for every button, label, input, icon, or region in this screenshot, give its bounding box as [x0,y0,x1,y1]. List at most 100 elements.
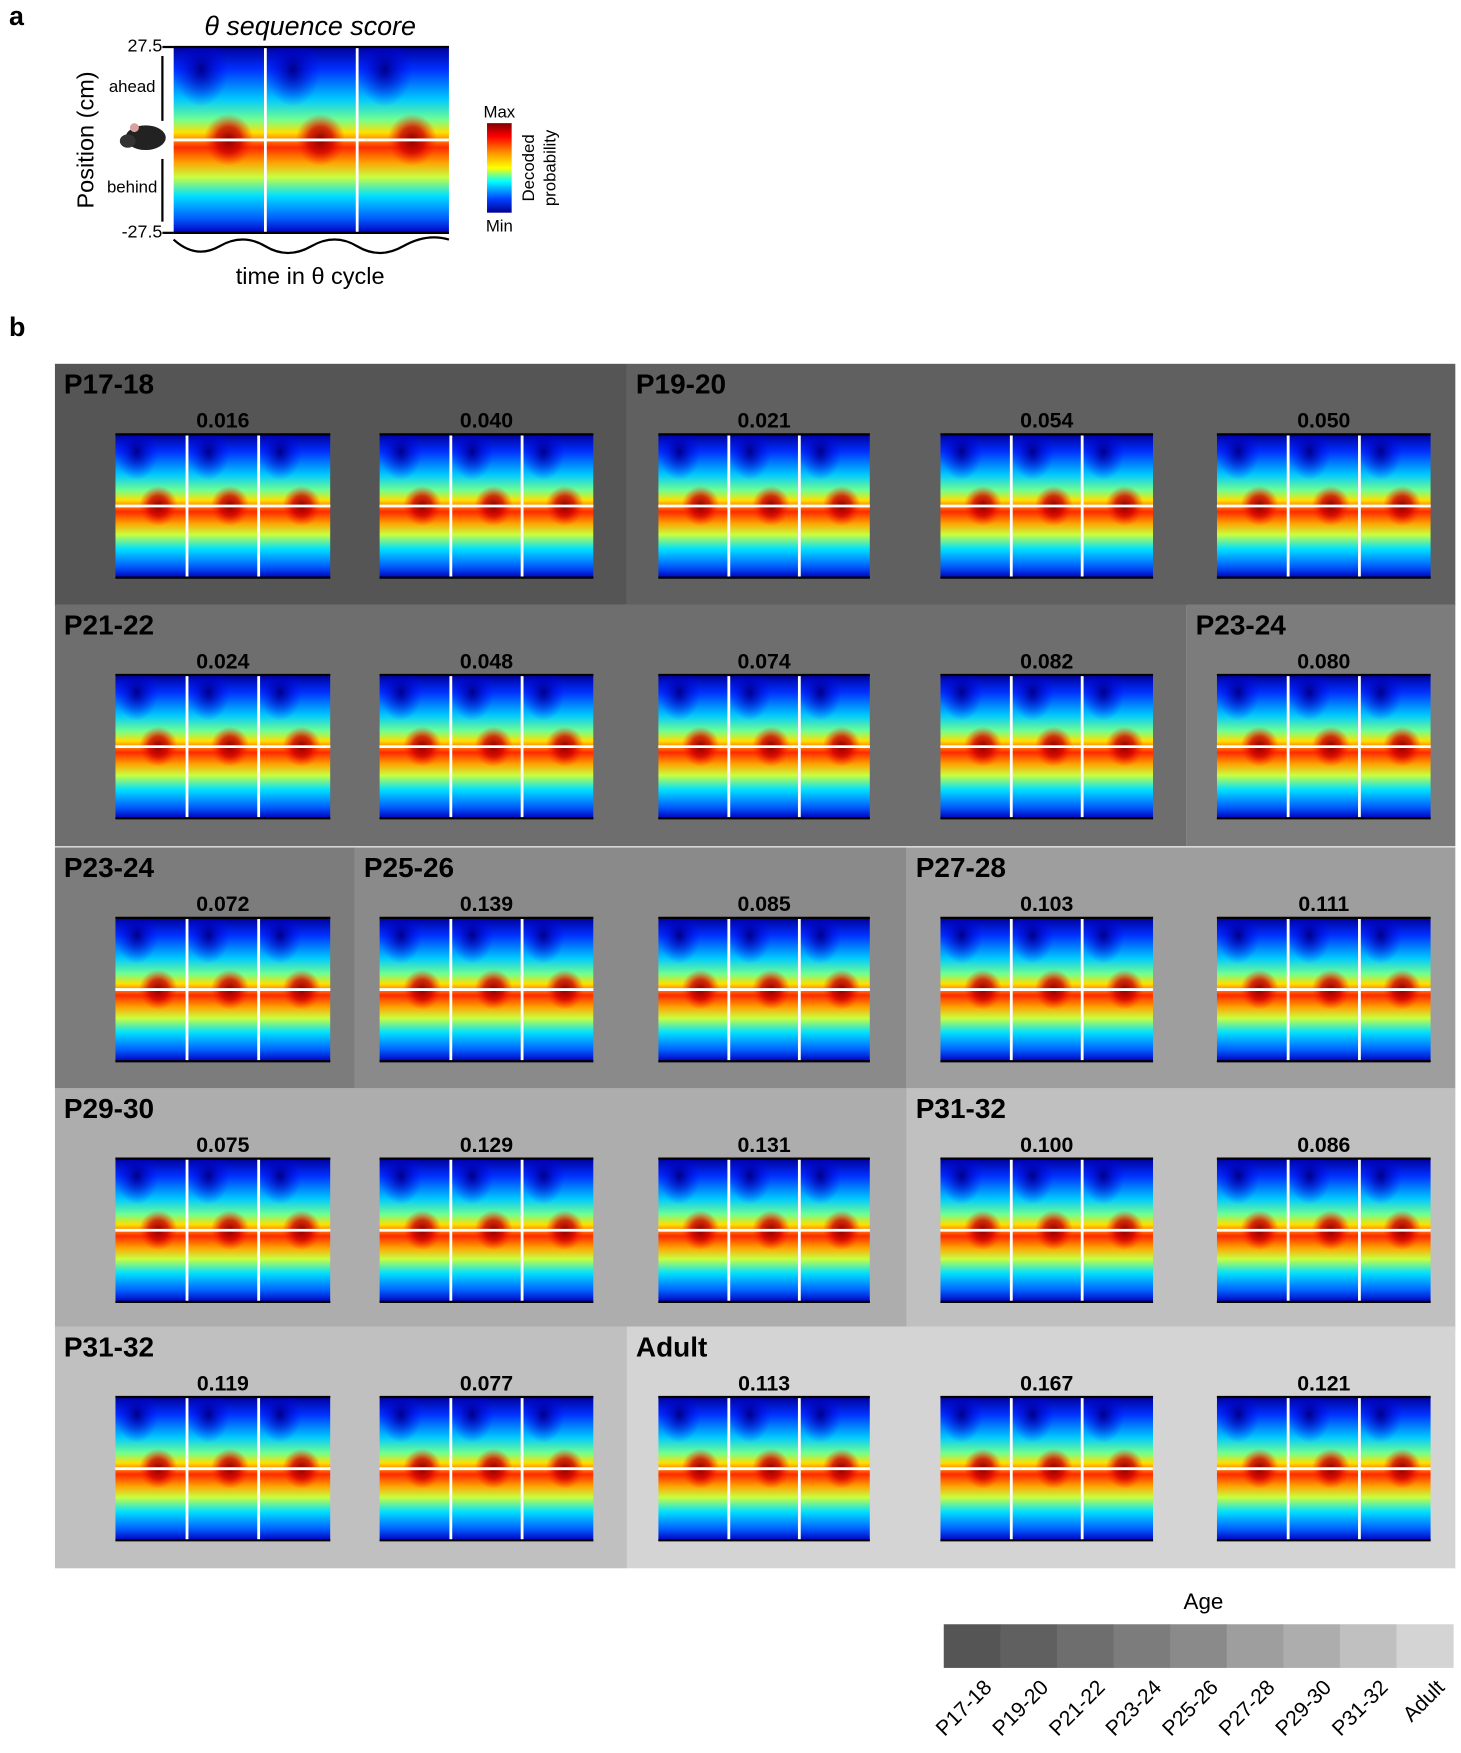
age-group-label: P29-30 [64,1093,154,1124]
annotation: behind [107,177,157,196]
heatmap-body [940,906,1153,1061]
heatmap-body [115,1386,330,1541]
figure: a θ sequence score 27.5 -27.5 ahead behi… [0,0,1461,1753]
heatmap [1217,664,1431,819]
heatmap [380,1147,594,1302]
sequence-score: 0.021 [737,409,790,433]
heatmap-body [940,664,1153,819]
legend-swatch [1283,1624,1340,1668]
heatmap [115,1386,330,1541]
legend-label: P23-24 [1101,1675,1167,1741]
heatmap [1217,906,1431,1061]
sequence-score: 0.082 [1020,649,1073,673]
sequence-score: 0.129 [460,1133,513,1157]
legend-title: Age [1184,1589,1224,1614]
legend-label: P21-22 [1044,1675,1109,1740]
heatmap-body [380,1386,594,1541]
heatmap-body [1217,906,1431,1061]
heatmap-body [115,1147,330,1302]
heatmap [940,423,1153,578]
heatmap [380,664,594,819]
heatmap [940,906,1153,1061]
heatmap-body [1217,664,1431,819]
heatmap [658,906,870,1061]
age-group-label: P31-32 [64,1331,154,1362]
age-group-label: P27-28 [916,852,1006,883]
sequence-score: 0.080 [1297,649,1350,673]
heatmap [658,664,870,819]
heatmap [658,423,870,578]
sequence-score: 0.121 [1297,1371,1350,1395]
heatmap-body [658,1147,870,1302]
panel-label: b [9,312,25,342]
legend-label: P29-30 [1271,1675,1336,1740]
heatmap [115,906,330,1061]
heatmap [115,423,330,578]
heatmap-body [380,1147,594,1302]
heatmap [940,1386,1153,1541]
heatmap-body [940,423,1153,578]
sequence-score: 0.111 [1298,892,1349,916]
sequence-score: 0.085 [737,892,790,916]
legend-label: P25-26 [1157,1675,1222,1740]
sequence-score: 0.086 [1297,1133,1350,1157]
y-tick-label: 27.5 [128,36,163,56]
sequence-score: 0.119 [197,1371,249,1395]
sequence-score: 0.139 [460,892,513,916]
sequence-score: 0.050 [1297,409,1350,433]
sequence-score: 0.100 [1020,1133,1073,1157]
age-group-label: P19-20 [636,369,726,400]
colorbar-label: Decoded [519,134,538,201]
heatmap [940,1147,1153,1302]
sequence-score: 0.077 [460,1371,513,1395]
x-axis-label: time in θ cycle [236,263,385,289]
heatmap [1217,423,1431,578]
sequence-score: 0.131 [737,1133,790,1157]
heatmap [658,1386,870,1541]
sequence-score: 0.113 [738,1371,790,1395]
legend-label: Adult [1398,1675,1449,1726]
colorbar-max: Max [483,102,515,121]
sequence-score: 0.167 [1020,1371,1073,1395]
legend-swatch [1396,1624,1453,1668]
age-group-label: P23-24 [1196,609,1287,640]
age-group-label: P17-18 [64,369,154,400]
heatmap [940,664,1153,819]
heatmap-body [380,664,594,819]
sequence-score: 0.016 [196,409,249,433]
heatmap-body [658,664,870,819]
heatmap [380,906,594,1061]
colorbar-label: probability [540,129,559,206]
heatmap-body [1217,423,1431,578]
legend-swatch [944,1624,1001,1668]
sequence-score: 0.054 [1020,409,1073,433]
heatmap-body [658,906,870,1061]
sequence-score: 0.040 [460,409,513,433]
legend-label: P27-28 [1214,1675,1279,1740]
heatmap-body [658,1386,870,1541]
heatmap [115,664,330,819]
mouse-icon [120,123,166,150]
heatmap-body [115,906,330,1061]
heatmap [380,1386,594,1541]
cool-lobe [265,32,320,106]
y-axis-label: Position (cm) [73,71,99,208]
cool-lobe [357,32,412,106]
heatmap-body [174,32,449,233]
legend-swatch [1340,1624,1397,1668]
legend-swatch [1170,1624,1227,1668]
legend-label: P31-32 [1327,1675,1392,1740]
y-tick-label: -27.5 [122,222,163,242]
heatmap-body [1217,1386,1431,1541]
heatmap [115,1147,330,1302]
heatmap-body [940,1147,1153,1302]
heatmap [174,32,449,233]
heatmap-body [940,1386,1153,1541]
panel-title: θ sequence score [204,11,416,41]
age-group-label: P25-26 [364,852,454,883]
heatmap-body [115,423,330,578]
legend-swatch [1227,1624,1284,1668]
legend-swatch [1000,1624,1057,1668]
sequence-score: 0.072 [196,892,249,916]
heatmap-body [115,664,330,819]
